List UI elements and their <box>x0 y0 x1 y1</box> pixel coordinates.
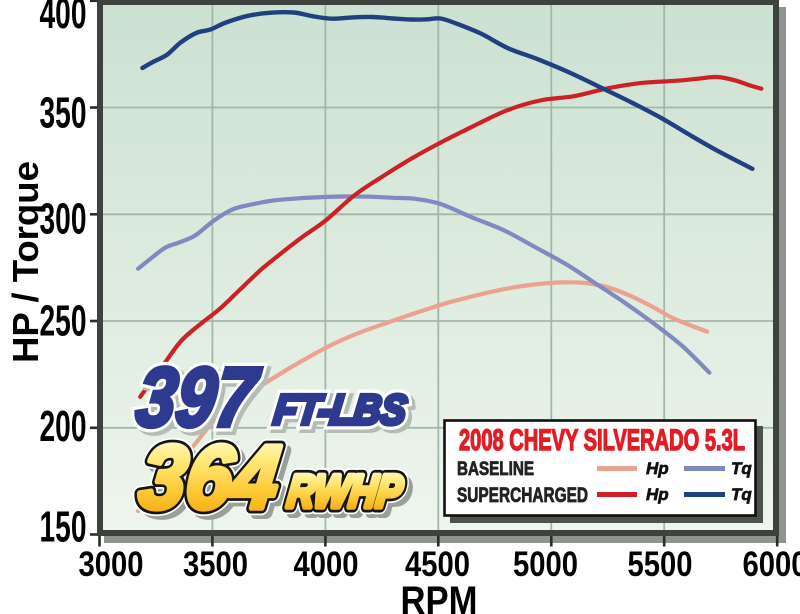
svg-text:RPM: RPM <box>401 579 478 614</box>
svg-text:2008 CHEVY SILVERADO 5.3L: 2008 CHEVY SILVERADO 5.3L <box>459 424 745 457</box>
svg-text:400: 400 <box>40 0 87 38</box>
svg-text:RWHP: RWHP <box>285 465 406 517</box>
svg-text:FT-LBS: FT-LBS <box>271 386 409 433</box>
svg-text:250: 250 <box>40 297 87 346</box>
svg-text:Hp: Hp <box>646 459 669 478</box>
svg-text:364: 364 <box>140 432 290 533</box>
svg-text:397: 397 <box>132 350 265 444</box>
svg-text:3000: 3000 <box>79 545 144 584</box>
svg-text:4000: 4000 <box>294 545 359 584</box>
svg-text:Hp: Hp <box>646 485 669 504</box>
svg-text:4500: 4500 <box>405 545 470 584</box>
svg-text:364: 364 <box>135 427 285 528</box>
svg-text:BASELINE: BASELINE <box>457 459 534 480</box>
svg-text:RWHP: RWHP <box>290 470 411 522</box>
svg-text:150: 150 <box>40 503 87 552</box>
svg-text:Tq: Tq <box>731 485 752 504</box>
svg-text:5500: 5500 <box>628 545 693 584</box>
svg-text:6000: 6000 <box>743 545 800 584</box>
svg-text:FT-LBS: FT-LBS <box>275 390 413 437</box>
svg-text:364: 364 <box>135 427 285 528</box>
svg-text:364: 364 <box>135 427 285 528</box>
svg-text:RWHP: RWHP <box>285 465 406 517</box>
svg-text:RWHP: RWHP <box>285 465 406 517</box>
svg-text:300: 300 <box>40 195 87 244</box>
svg-text:SUPERCHARGED: SUPERCHARGED <box>457 484 588 507</box>
svg-text:Tq: Tq <box>731 459 752 478</box>
svg-text:397: 397 <box>135 354 268 448</box>
svg-text:3500: 3500 <box>183 545 248 584</box>
svg-text:FT-LBS: FT-LBS <box>271 386 409 433</box>
svg-text:5000: 5000 <box>513 545 578 584</box>
svg-text:350: 350 <box>40 89 87 138</box>
svg-text:200: 200 <box>40 402 87 451</box>
svg-text:HP / Torque: HP / Torque <box>5 161 46 363</box>
svg-text:397: 397 <box>132 350 265 444</box>
